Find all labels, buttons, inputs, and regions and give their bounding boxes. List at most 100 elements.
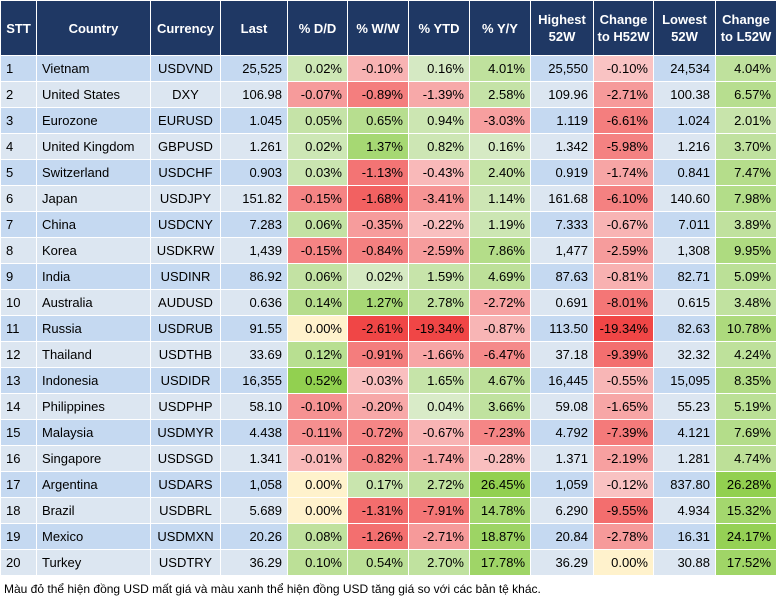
currency: EURUSD bbox=[150, 107, 221, 134]
value-cell: 0.82% bbox=[408, 133, 470, 160]
value-cell: 7.69% bbox=[715, 419, 777, 446]
country: Singapore bbox=[36, 445, 151, 472]
value-cell: 0.615 bbox=[653, 289, 716, 316]
column-header: Lowest 52W bbox=[653, 0, 716, 56]
value-cell: 37.18 bbox=[530, 341, 594, 368]
value-cell: 3.89% bbox=[715, 211, 777, 238]
row-number: 3 bbox=[0, 107, 37, 134]
value-cell: -5.98% bbox=[593, 133, 654, 160]
value-cell: 1.27% bbox=[347, 289, 409, 316]
table-row: 3 Eurozone EURUSD 1.045 0.05% 0.65% 0.94% -3.03… bbox=[0, 107, 777, 134]
currency: USDMXN bbox=[150, 523, 221, 550]
currency: USDIDR bbox=[150, 367, 221, 394]
value-cell: -0.67% bbox=[593, 211, 654, 238]
row-number: 14 bbox=[0, 393, 37, 420]
value-cell: -3.41% bbox=[408, 185, 470, 212]
country: Mexico bbox=[36, 523, 151, 550]
table-row: 9 India USDINR 86.92 0.06% 0.02% 1.59% 4.69% 87.… bbox=[0, 263, 777, 290]
country: Australia bbox=[36, 289, 151, 316]
value-cell: 1.37% bbox=[347, 133, 409, 160]
value-cell: 106.98 bbox=[220, 81, 288, 108]
value-cell: -1.74% bbox=[593, 159, 654, 186]
value-cell: -6.61% bbox=[593, 107, 654, 134]
value-cell: -1.26% bbox=[347, 523, 409, 550]
value-cell: 1,477 bbox=[530, 237, 594, 264]
value-cell: -3.03% bbox=[469, 107, 531, 134]
value-cell: 3.70% bbox=[715, 133, 777, 160]
value-cell: 0.00% bbox=[287, 497, 348, 524]
country: Japan bbox=[36, 185, 151, 212]
value-cell: 1.216 bbox=[653, 133, 716, 160]
country: Vietnam bbox=[36, 55, 151, 82]
value-cell: 1.371 bbox=[530, 445, 594, 472]
value-cell: 1.342 bbox=[530, 133, 594, 160]
country: India bbox=[36, 263, 151, 290]
value-cell: -0.10% bbox=[347, 55, 409, 82]
header-row: STT Country Currency Last% D/D% W/W% YTD% Y… bbox=[0, 0, 777, 56]
country: Malaysia bbox=[36, 419, 151, 446]
value-cell: 7.86% bbox=[469, 237, 531, 264]
value-cell: 87.63 bbox=[530, 263, 594, 290]
currency: USDBRL bbox=[150, 497, 221, 524]
currency: GBPUSD bbox=[150, 133, 221, 160]
table-row: 15 Malaysia USDMYR 4.438 -0.11% -0.72% -0.67% -… bbox=[0, 419, 777, 446]
value-cell: -9.55% bbox=[593, 497, 654, 524]
column-header: % W/W bbox=[347, 0, 409, 56]
value-cell: -9.39% bbox=[593, 341, 654, 368]
value-cell: -1.65% bbox=[593, 393, 654, 420]
value-cell: 4.74% bbox=[715, 445, 777, 472]
value-cell: 7.011 bbox=[653, 211, 716, 238]
value-cell: -7.23% bbox=[469, 419, 531, 446]
value-cell: 161.68 bbox=[530, 185, 594, 212]
value-cell: 0.52% bbox=[287, 367, 348, 394]
currency: USDARS bbox=[150, 471, 221, 498]
value-cell: 26.45% bbox=[469, 471, 531, 498]
value-cell: 0.636 bbox=[220, 289, 288, 316]
value-cell: -0.91% bbox=[347, 341, 409, 368]
value-cell: 82.71 bbox=[653, 263, 716, 290]
currency-table: STT Country Currency Last% D/D% W/W% YTD% Y… bbox=[0, 0, 777, 576]
value-cell: 0.12% bbox=[287, 341, 348, 368]
value-cell: 58.10 bbox=[220, 393, 288, 420]
value-cell: 5.09% bbox=[715, 263, 777, 290]
country: Indonesia bbox=[36, 367, 151, 394]
currency: USDMYR bbox=[150, 419, 221, 446]
value-cell: -0.01% bbox=[287, 445, 348, 472]
country: Brazil bbox=[36, 497, 151, 524]
currency: USDJPY bbox=[150, 185, 221, 212]
row-number: 17 bbox=[0, 471, 37, 498]
currency: USDINR bbox=[150, 263, 221, 290]
value-cell: 0.919 bbox=[530, 159, 594, 186]
value-cell: -0.87% bbox=[469, 315, 531, 342]
value-cell: 17.52% bbox=[715, 549, 777, 576]
table-row: 2 United States DXY 106.98 -0.07% -0.89% -1.39… bbox=[0, 81, 777, 108]
value-cell: 4.24% bbox=[715, 341, 777, 368]
country: China bbox=[36, 211, 151, 238]
row-number: 19 bbox=[0, 523, 37, 550]
value-cell: -0.12% bbox=[593, 471, 654, 498]
value-cell: 24,534 bbox=[653, 55, 716, 82]
value-cell: 15,095 bbox=[653, 367, 716, 394]
value-cell: 82.63 bbox=[653, 315, 716, 342]
row-number: 8 bbox=[0, 237, 37, 264]
currency: USDCHF bbox=[150, 159, 221, 186]
value-cell: 1.65% bbox=[408, 367, 470, 394]
currency: AUDUSD bbox=[150, 289, 221, 316]
value-cell: -0.55% bbox=[593, 367, 654, 394]
value-cell: -19.34% bbox=[408, 315, 470, 342]
column-header: Country bbox=[36, 0, 151, 56]
column-header: Last bbox=[220, 0, 288, 56]
value-cell: 0.00% bbox=[287, 471, 348, 498]
value-cell: 140.60 bbox=[653, 185, 716, 212]
table-row: 17 Argentina USDARS 1,058 0.00% 0.17% 2.72% 26.… bbox=[0, 471, 777, 498]
value-cell: 25,550 bbox=[530, 55, 594, 82]
value-cell: 0.08% bbox=[287, 523, 348, 550]
value-cell: -0.72% bbox=[347, 419, 409, 446]
table-row: 4 United Kingdom GBPUSD 1.261 0.02% 1.37% 0.82… bbox=[0, 133, 777, 160]
value-cell: -1.66% bbox=[408, 341, 470, 368]
value-cell: 0.02% bbox=[287, 133, 348, 160]
value-cell: 14.78% bbox=[469, 497, 531, 524]
value-cell: 100.38 bbox=[653, 81, 716, 108]
value-cell: -2.71% bbox=[593, 81, 654, 108]
